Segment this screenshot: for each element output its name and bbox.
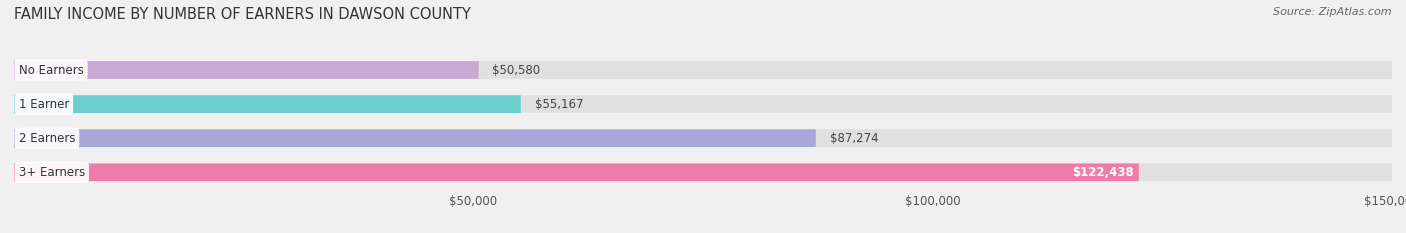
FancyBboxPatch shape bbox=[14, 129, 815, 147]
Text: 2 Earners: 2 Earners bbox=[18, 132, 75, 145]
Text: $50,580: $50,580 bbox=[492, 64, 540, 76]
Text: FAMILY INCOME BY NUMBER OF EARNERS IN DAWSON COUNTY: FAMILY INCOME BY NUMBER OF EARNERS IN DA… bbox=[14, 7, 471, 22]
Text: 3+ Earners: 3+ Earners bbox=[18, 166, 84, 179]
FancyBboxPatch shape bbox=[14, 95, 520, 113]
Text: Source: ZipAtlas.com: Source: ZipAtlas.com bbox=[1274, 7, 1392, 17]
Text: $87,274: $87,274 bbox=[830, 132, 879, 145]
FancyBboxPatch shape bbox=[14, 95, 1392, 113]
Text: $122,438: $122,438 bbox=[1073, 166, 1135, 179]
FancyBboxPatch shape bbox=[14, 129, 1392, 147]
FancyBboxPatch shape bbox=[14, 163, 1392, 181]
FancyBboxPatch shape bbox=[14, 61, 478, 79]
Text: 1 Earner: 1 Earner bbox=[18, 98, 69, 111]
Text: No Earners: No Earners bbox=[18, 64, 83, 76]
FancyBboxPatch shape bbox=[14, 163, 1139, 181]
Text: $55,167: $55,167 bbox=[534, 98, 583, 111]
FancyBboxPatch shape bbox=[14, 61, 1392, 79]
